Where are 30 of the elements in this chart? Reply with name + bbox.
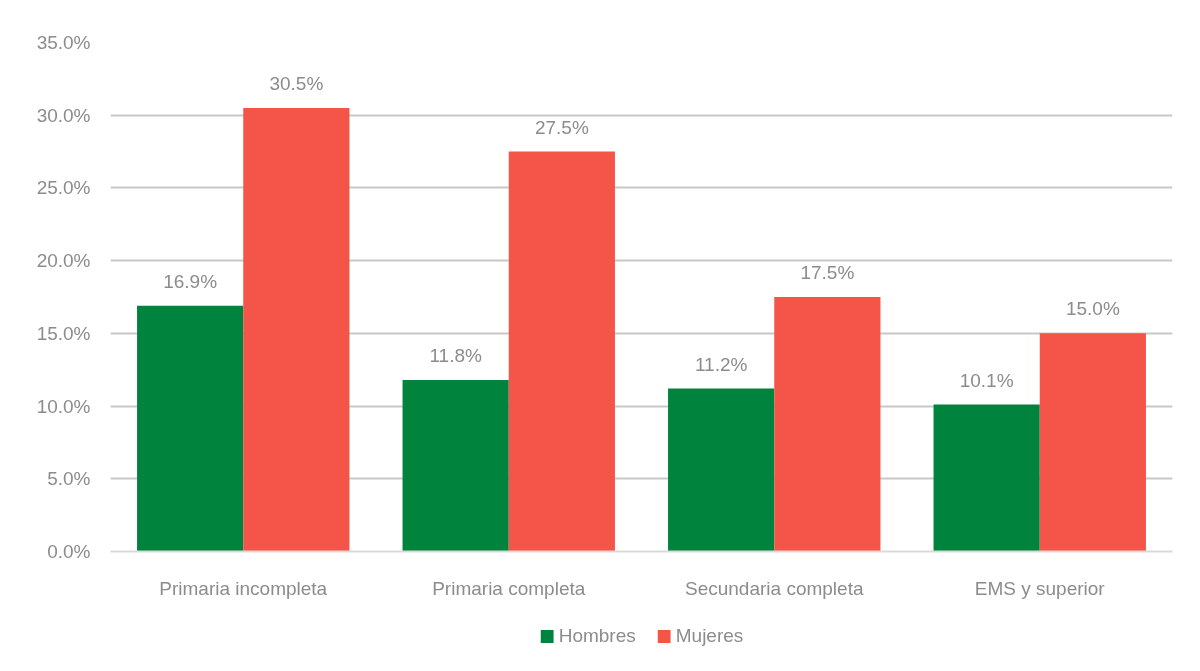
y-tick-label: 35.0% bbox=[36, 32, 91, 53]
bar bbox=[668, 388, 775, 552]
data-label: 30.5% bbox=[269, 72, 324, 94]
data-label: 10.1% bbox=[959, 369, 1014, 391]
data-label: 27.5% bbox=[534, 116, 589, 138]
bar bbox=[243, 107, 350, 552]
bar bbox=[1039, 333, 1146, 552]
bar bbox=[508, 151, 615, 552]
y-tick-label: 5.0% bbox=[47, 468, 91, 490]
bar bbox=[402, 379, 509, 552]
data-label: 11.2% bbox=[694, 353, 748, 375]
x-tick-label: EMS y superior bbox=[974, 577, 1106, 599]
y-tick-label: 20.0% bbox=[36, 250, 91, 272]
data-label: 11.8% bbox=[429, 344, 482, 366]
data-label: 16.9% bbox=[163, 270, 218, 292]
bar bbox=[774, 297, 881, 552]
data-label: 17.5% bbox=[800, 262, 855, 283]
y-tick-label: 0.0% bbox=[47, 541, 91, 562]
data-label: 15.0% bbox=[1065, 298, 1120, 320]
y-tick-label: 25.0% bbox=[36, 177, 91, 199]
legend-label: Mujeres bbox=[675, 625, 744, 647]
bar bbox=[137, 305, 244, 552]
x-tick-label: Primaria incompleta bbox=[159, 577, 328, 599]
x-tick-label: Secundaria completa bbox=[685, 577, 864, 599]
legend-label: Hombres bbox=[558, 625, 636, 647]
bar bbox=[933, 404, 1040, 552]
y-tick-label: 15.0% bbox=[36, 322, 91, 344]
y-tick-label: 30.0% bbox=[36, 104, 91, 126]
y-tick-label: 10.0% bbox=[36, 395, 91, 417]
x-tick-label: Primaria completa bbox=[432, 577, 586, 599]
